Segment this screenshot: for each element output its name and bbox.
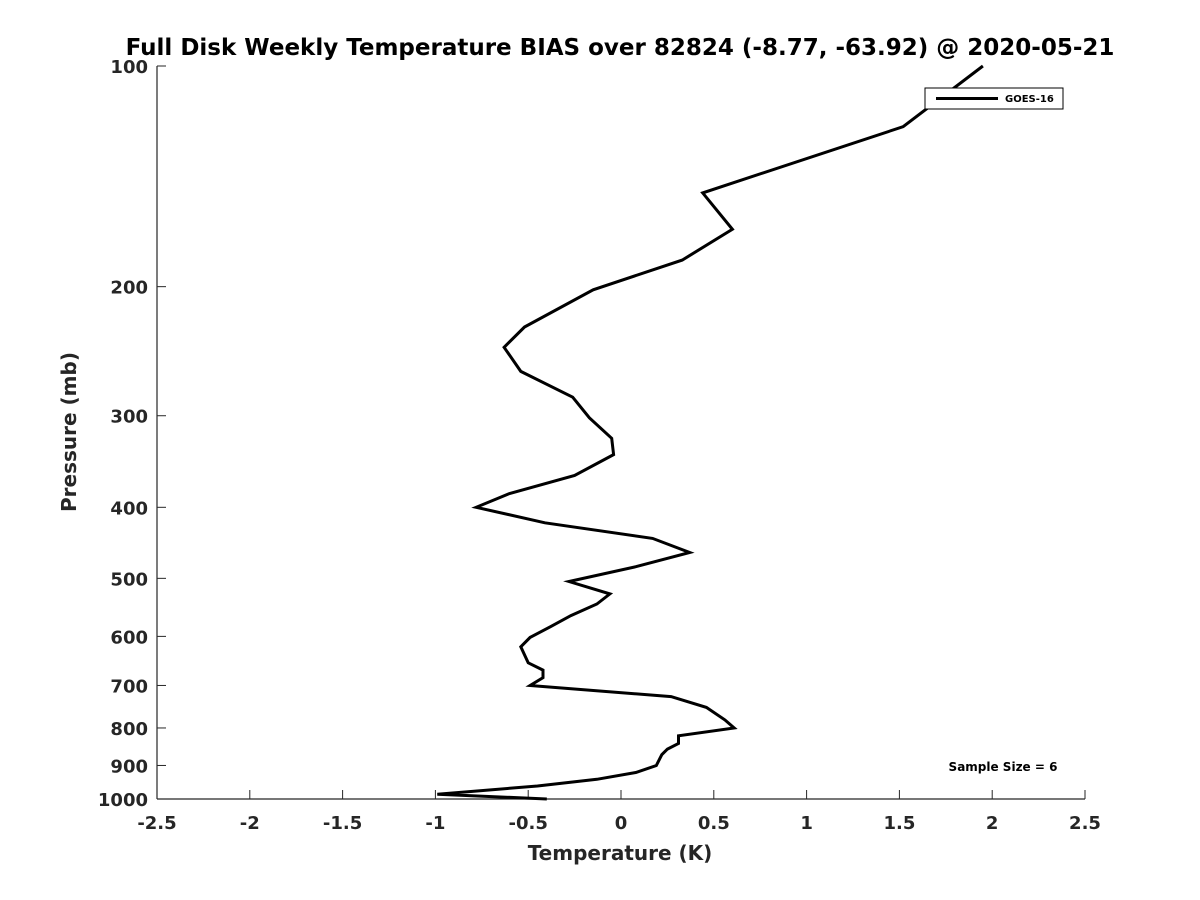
x-axis-label: Temperature (K) [528,841,713,865]
y-tick-label: 1000 [98,790,148,811]
x-tick-label: 0.5 [698,813,730,834]
x-tick-label: 2 [986,813,999,834]
x-tick-label: -1.5 [323,813,362,834]
x-tick-label: 2.5 [1069,813,1101,834]
y-tick-label: 800 [110,719,148,740]
legend: GOES-16 [924,87,1064,110]
x-tick-label: -0.5 [509,813,548,834]
x-tick-label: -2.5 [137,813,176,834]
x-axis-ticks: -2.5 -2 -1.5 -1 -0.5 0 0.5 1 1.5 2 2.5 [137,790,1101,834]
x-tick-label: -1 [425,813,445,834]
x-tick-label: 1 [800,813,813,834]
y-tick-label: 100 [110,57,148,78]
y-tick-label: 200 [110,278,148,299]
x-tick-label: -2 [240,813,260,834]
y-tick-label: 500 [110,569,148,590]
chart-title: Full Disk Weekly Temperature BIAS over 8… [126,35,1115,61]
y-axis-ticks: 100 200 300 400 500 600 700 800 900 1000 [98,57,166,811]
y-tick-label: 700 [110,676,148,697]
sample-size-annotation: Sample Size = 6 [949,760,1058,774]
y-tick-label: 300 [110,407,148,428]
series-line-goes-16 [437,64,984,801]
legend-label-goes-16: GOES-16 [1005,94,1054,105]
y-tick-label: 600 [110,627,148,648]
y-axis-label: Pressure (mb) [57,352,81,512]
x-tick-label: 1.5 [883,813,915,834]
series-layer [437,64,984,801]
y-tick-label: 400 [110,498,148,519]
y-tick-label: 900 [110,756,148,777]
x-tick-label: 0 [615,813,628,834]
